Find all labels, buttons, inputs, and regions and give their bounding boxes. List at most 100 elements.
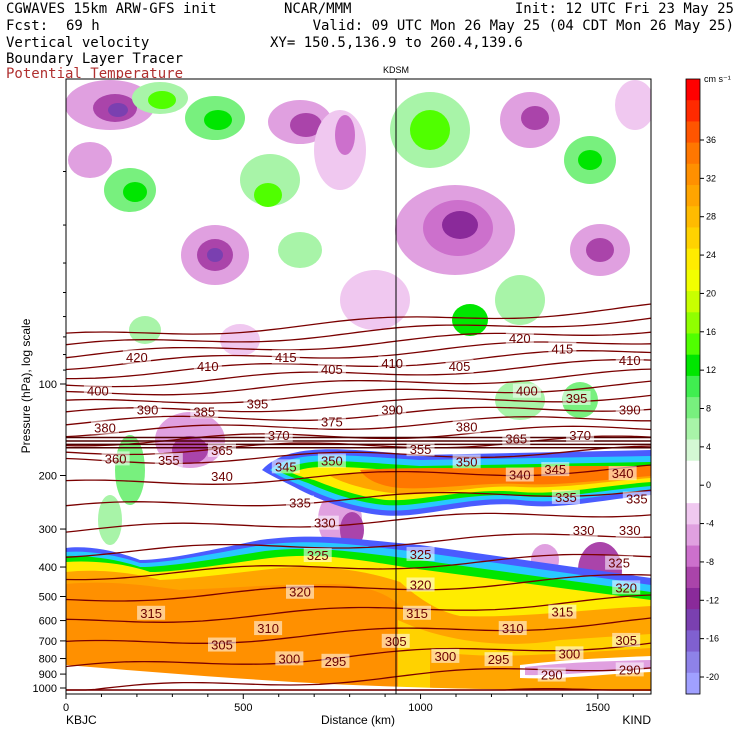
theta-label-bg — [502, 431, 531, 446]
theta-label: 335 — [555, 490, 577, 505]
colorbar-swatch — [686, 354, 700, 377]
colorbar-swatch — [686, 121, 700, 144]
y-tick-label: 900 — [39, 669, 57, 681]
station-left-label: KBJC — [66, 713, 97, 727]
theta-label-bg — [562, 390, 591, 405]
x-axis: 0 500 1000 1500 — [63, 694, 634, 714]
colorbar-tick-label: 8 — [706, 404, 711, 414]
theta-label: 390 — [137, 402, 159, 417]
colorbar-swatch — [686, 333, 700, 356]
theta-label-bg — [264, 427, 293, 442]
theta-label-bg — [271, 459, 300, 474]
colorbar-swatch — [686, 227, 700, 250]
colorbar-swatch — [686, 630, 700, 653]
colorbar-swatch — [686, 79, 700, 101]
x-tick-label: 500 — [234, 702, 252, 714]
theta-label-bg — [484, 652, 513, 667]
y-tick-label: 1000 — [33, 683, 57, 695]
theta-label: 365 — [211, 443, 233, 458]
theta-contour — [66, 317, 651, 346]
colorbar-tick-label: -8 — [706, 557, 714, 567]
theta-label-bg — [445, 359, 474, 374]
vertical-velocity-field — [66, 80, 651, 598]
theta-label-bg — [193, 359, 222, 374]
theta-label-bg — [406, 442, 435, 457]
y-tick-label: 700 — [39, 636, 57, 648]
model-title: CGWAVES 15km ARW-GFS init — [6, 1, 217, 17]
theta-contour — [66, 512, 651, 533]
field-boundary-layer-tracer: Boundary Layer Tracer — [6, 51, 183, 67]
theta-label-bg — [317, 414, 346, 429]
theta-contour — [66, 406, 651, 426]
theta-label-bg — [378, 356, 407, 371]
theta-label: 345 — [275, 459, 297, 474]
theta-label: 400 — [87, 384, 109, 399]
colorbar-swatch — [686, 609, 700, 631]
colorbar-swatch — [686, 142, 700, 165]
theta-label-bg — [133, 402, 162, 417]
theta-label-bg — [271, 349, 300, 364]
xy-range: XY= 150.5,136.9 to 260.4,139.6 — [270, 35, 523, 51]
colorbar-swatch — [686, 587, 700, 610]
colorbar-tick-label: 32 — [706, 173, 716, 183]
theta-label-bg — [208, 637, 236, 652]
theta-label: 400 — [516, 384, 538, 399]
station-right-label: KIND — [622, 713, 651, 727]
theta-label-bg — [154, 452, 183, 467]
theta-label: 390 — [381, 402, 403, 417]
terrain-mask — [66, 665, 651, 694]
init-time: Init: 12 UTC Fri 23 May 25 — [515, 1, 734, 17]
theta-label-bg — [615, 662, 644, 677]
theta-label: 290 — [541, 668, 563, 683]
theta-label-bg — [275, 651, 304, 666]
theta-label-bg — [505, 467, 534, 482]
theta-contour — [66, 688, 651, 691]
org-label: NCAR/MMM — [284, 1, 351, 17]
theta-contour — [66, 594, 651, 623]
theta-contour — [66, 533, 651, 558]
x-tick-label: 0 — [63, 702, 69, 714]
y-tick-label: 300 — [39, 524, 57, 536]
theta-label: 350 — [456, 454, 478, 469]
theta-label: 295 — [488, 652, 510, 667]
theta-label-bg — [321, 653, 350, 668]
theta-label-bg — [303, 548, 332, 563]
y-tick-label: 400 — [39, 562, 57, 574]
theta-label: 345 — [544, 462, 566, 477]
field-potential-temperature: Potential Temperature — [6, 66, 183, 82]
theta-label-bg — [208, 442, 236, 457]
theta-label-bg — [622, 491, 651, 506]
theta-label: 300 — [435, 649, 457, 664]
theta-label-bg — [612, 632, 641, 647]
theta-label: 310 — [502, 621, 524, 636]
theta-label: 325 — [307, 548, 329, 563]
theta-label-bg — [541, 462, 570, 477]
theta-label-bg — [608, 466, 637, 481]
theta-label-bg — [548, 341, 577, 356]
y-axis-title: Pressure (hPa), log scale — [19, 318, 33, 453]
theta-contour — [66, 331, 651, 359]
theta-label: 365 — [505, 431, 527, 446]
theta-label: 415 — [275, 350, 297, 365]
theta-contour — [66, 394, 651, 413]
colorbar-tick-label: 20 — [706, 288, 716, 298]
y-axis: 100 200 300 400 500 600 700 800 900 1000 — [33, 171, 66, 695]
colorbar-swatch — [686, 503, 700, 525]
field-vertical-velocity: Vertical velocity — [6, 35, 149, 51]
theta-label-bg — [555, 646, 584, 661]
colorbar-tick-label: 16 — [706, 327, 716, 337]
colorbar-swatch — [686, 672, 700, 695]
theta-label-bg — [537, 667, 566, 682]
colorbar-swatch — [686, 206, 700, 228]
colorbar-tick-label: -4 — [706, 519, 714, 529]
theta-contour — [66, 553, 651, 581]
theta-label: 385 — [193, 404, 215, 419]
theta-label: 355 — [410, 442, 432, 457]
valid-time: Valid: 09 UTC Mon 26 May 25 (04 CDT Mon … — [313, 18, 734, 34]
theta-label: 315 — [140, 606, 162, 621]
colorbar-swatch — [686, 185, 700, 207]
colorbar-swatch — [686, 566, 700, 589]
theta-label: 315 — [552, 605, 574, 620]
theta-contour — [66, 574, 651, 602]
theta-label: 405 — [321, 362, 343, 377]
